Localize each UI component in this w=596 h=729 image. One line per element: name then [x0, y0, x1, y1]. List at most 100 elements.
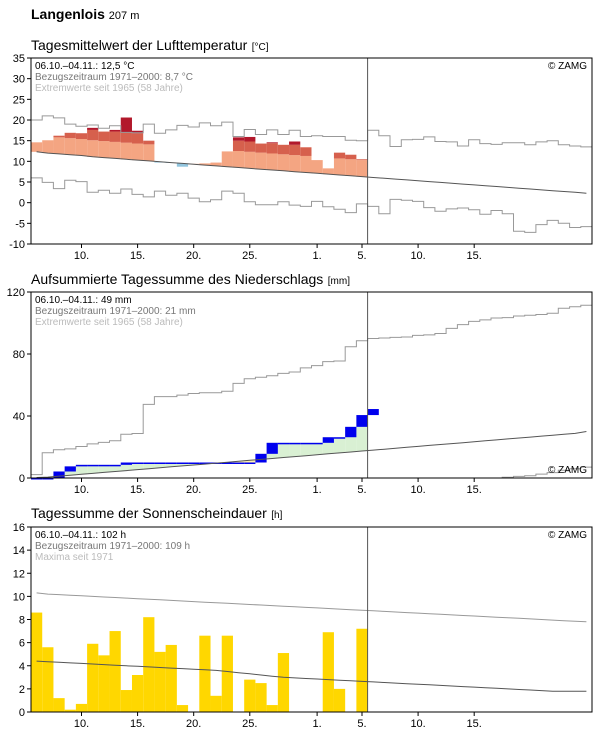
precip-title-row: Aufsummierte Tagessumme des Niederschlag… — [31, 271, 350, 289]
temp-day-bar-strong — [255, 143, 267, 153]
temp-day-bar — [277, 154, 290, 171]
sun-day-bar — [75, 703, 88, 712]
sun-xtick-label: 15. — [130, 718, 145, 729]
sun-info-line: Bezugszeitraum 1971–2000: 109 h — [35, 541, 190, 552]
precip-day-block — [345, 426, 357, 438]
sun-day-bar — [210, 695, 222, 712]
precip-day-block — [333, 437, 346, 439]
precip-day-block — [221, 462, 233, 464]
temp-ytick-label: 35 — [13, 53, 25, 65]
precip-difference-fill — [277, 442, 290, 458]
sun-ytick-label: 16 — [13, 522, 25, 534]
sun-xtick-label: 5. — [357, 718, 366, 729]
precip-difference-fill — [87, 464, 99, 474]
temp-day-bar-strong — [87, 129, 99, 141]
temp-day-bar-below — [176, 163, 189, 167]
sun-maxima-line — [36, 592, 587, 623]
sun-info-line: 06.10.–04.11.: 102 h — [35, 530, 126, 541]
temp-ytick-label: 25 — [13, 94, 25, 106]
temp-ytick-label: -5 — [15, 218, 25, 230]
sun-ytick-label: 10 — [13, 591, 25, 603]
temp-day-bar-strong — [143, 140, 155, 145]
temp-ytick-label: 20 — [13, 115, 25, 127]
temp-day-bar — [356, 160, 368, 177]
sun-ytick-label: 6 — [19, 638, 25, 650]
temp-day-bar — [311, 160, 323, 174]
precip-difference-fill — [75, 464, 88, 475]
sun-ytick-label: 12 — [13, 568, 25, 580]
sun-day-bar — [143, 617, 155, 712]
precip-chart-title: Aufsummierte Tagessumme des Niederschlag… — [31, 271, 324, 287]
sun-xtick-label: 15. — [467, 718, 482, 729]
temp-day-bar-strong — [75, 133, 88, 140]
temp-day-bar-extreme — [289, 141, 301, 145]
precip-difference-fill — [322, 437, 334, 454]
station-header: Langenlois 207 m — [31, 6, 139, 22]
precip-day-block — [300, 442, 312, 445]
temp-day-bar — [289, 155, 301, 172]
temp-day-bar-extreme — [266, 142, 278, 144]
precip-xtick-label: 15. — [467, 484, 482, 496]
temp-day-bar — [98, 141, 110, 158]
temp-day-bar-strong — [266, 143, 278, 154]
precip-day-block — [131, 462, 144, 464]
sunshine-title-row: Tagessumme der Sonnenscheindauer [h] — [31, 505, 282, 523]
precip-day-block — [266, 442, 278, 454]
temp-day-bar-extreme — [87, 127, 99, 130]
temp-min-extreme-line — [31, 177, 592, 233]
sun-ytick-label: 4 — [19, 661, 25, 673]
precip-day-block — [31, 478, 43, 480]
precip-max-extreme-line — [31, 304, 592, 476]
sun-day-bar — [87, 643, 99, 712]
temp-day-bar — [221, 151, 233, 167]
precip-difference-fill — [345, 426, 357, 452]
precip-day-block — [154, 462, 166, 464]
precip-difference-fill — [165, 462, 177, 467]
precip-difference-fill — [300, 442, 312, 456]
precip-difference-fill — [120, 462, 132, 471]
sun-copyright: © ZAMG — [548, 530, 587, 541]
precip-difference-fill — [98, 464, 110, 473]
sun-day-bar — [98, 655, 110, 712]
temp-day-bar-strong — [109, 131, 121, 142]
sun-ytick-label: 14 — [13, 545, 25, 557]
temp-ytick-label: 0 — [19, 198, 25, 210]
temp-day-bar — [322, 168, 334, 175]
temp-day-bar-extreme — [120, 117, 132, 133]
precip-difference-fill — [109, 464, 121, 472]
precip-day-block — [75, 464, 88, 467]
temp-day-bar — [53, 137, 65, 154]
sun-day-bar — [322, 632, 334, 712]
precip-day-block — [42, 478, 54, 480]
temp-xtick-label: 25. — [242, 250, 257, 262]
precip-difference-fill — [333, 437, 346, 453]
temp-info-line: Bezugszeitraum 1971–2000: 8,7 °C — [35, 72, 193, 83]
temp-day-bar — [87, 140, 99, 157]
precip-difference-fill — [131, 462, 144, 470]
precip-day-block — [199, 462, 211, 464]
precip-difference-fill — [232, 461, 245, 463]
temp-day-bar-strong — [64, 132, 76, 139]
precip-day-block — [289, 442, 301, 445]
sun-day-bar — [31, 612, 43, 712]
sun-plot-area — [31, 527, 592, 712]
temp-day-bar — [109, 141, 121, 159]
temp-day-bar — [266, 153, 278, 171]
temp-day-bar — [120, 142, 132, 160]
temp-day-bar-extreme — [109, 129, 121, 132]
temp-copyright: © ZAMG — [548, 61, 587, 72]
precip-day-block — [322, 437, 334, 443]
temp-day-bar — [232, 151, 245, 168]
precip-day-block — [53, 471, 65, 478]
sun-day-bar — [221, 635, 233, 712]
precip-normal-line — [36, 431, 587, 478]
temperature-chart-title: Tagesmittelwert der Lufttemperatur — [31, 37, 248, 53]
temp-day-bar-extreme — [232, 137, 245, 141]
precip-info-line: Extremwerte seit 1965 (58 Jahre) — [35, 317, 183, 328]
temp-day-bar-extreme — [244, 136, 256, 142]
temp-xtick-label: 20. — [186, 250, 201, 262]
precip-copyright: © ZAMG — [548, 465, 587, 476]
